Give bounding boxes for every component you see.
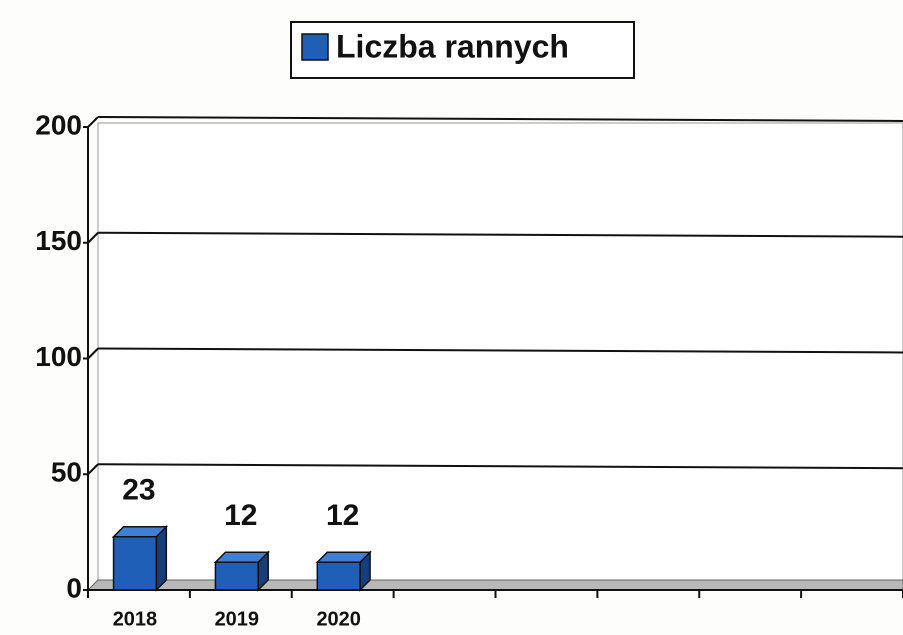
- grid-line: [97, 463, 903, 470]
- legend-label: Liczba rannych: [336, 28, 569, 64]
- data-label: 12: [326, 499, 359, 532]
- bar: [316, 561, 361, 591]
- y-tick-label: 0: [66, 572, 82, 603]
- data-label: 12: [224, 499, 257, 532]
- grid-line: [87, 347, 99, 360]
- x-tick-label: 2020: [316, 608, 361, 630]
- bar: [112, 536, 158, 591]
- grid-line: [87, 116, 99, 128]
- grid-line: [97, 231, 903, 238]
- y-tick-label: 50: [51, 457, 82, 488]
- grid-line: [97, 116, 903, 122]
- data-label: 23: [122, 474, 155, 507]
- x-tick-label: 2018: [113, 608, 158, 630]
- y-tick-label: 100: [35, 341, 82, 372]
- grid-line: [97, 347, 903, 354]
- grid-line: [87, 232, 99, 244]
- bar-top: [315, 551, 372, 563]
- y-tick-label: 200: [35, 109, 82, 140]
- x-tick-label: 2019: [215, 608, 260, 630]
- grid-line: [87, 463, 99, 475]
- legend-swatch: [301, 33, 329, 61]
- y-tick-label: 150: [35, 225, 82, 256]
- bar: [214, 561, 259, 591]
- bar-top: [111, 526, 169, 538]
- bar-top: [213, 551, 271, 563]
- legend-box: [290, 21, 635, 79]
- floor: [86, 579, 903, 591]
- legend: Liczba rannych: [290, 21, 635, 79]
